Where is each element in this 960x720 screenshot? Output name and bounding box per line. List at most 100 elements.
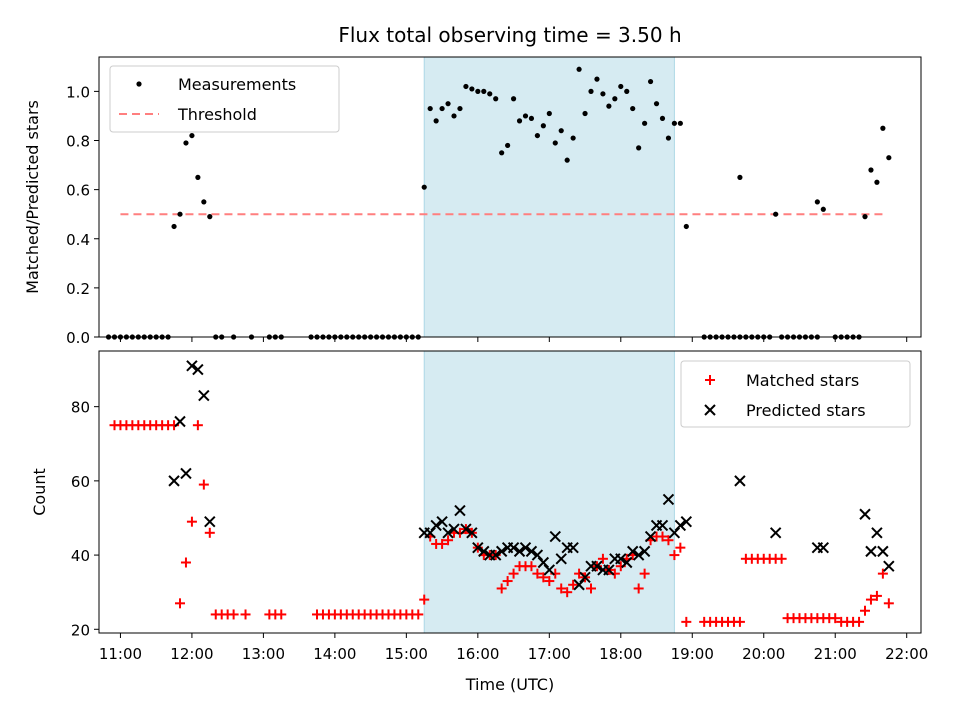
predicted-star-point xyxy=(555,553,567,565)
matched-star-point xyxy=(502,576,513,587)
matched-star-point xyxy=(633,583,644,594)
legend-measurement-marker xyxy=(136,81,142,87)
measurement-point xyxy=(171,223,177,230)
matched-star-point xyxy=(175,598,186,609)
predicted-star-point xyxy=(436,515,448,528)
measurement-point xyxy=(552,140,558,146)
measurement-point xyxy=(510,96,517,102)
bottom-y-ticks: 20 40 60 80 xyxy=(71,399,99,639)
x-tick-label: 16:00 xyxy=(456,645,499,663)
measurement-point xyxy=(201,199,207,205)
bottom-shaded-span xyxy=(423,350,675,634)
matched-star-point xyxy=(538,572,549,583)
measurement-point xyxy=(433,118,439,124)
measurement-point xyxy=(177,211,183,217)
measurement-point xyxy=(647,78,654,85)
chart-title: Flux total observing time = 3.50 h xyxy=(338,23,681,47)
predicted-star-point xyxy=(430,519,442,532)
predicted-star-point xyxy=(859,508,871,520)
top-y-tick-label: 1.0 xyxy=(66,83,90,101)
measurement-point xyxy=(421,184,427,190)
measurement-point xyxy=(773,211,779,217)
measurement-point xyxy=(862,214,868,220)
measurement-point xyxy=(582,110,588,117)
measurement-point xyxy=(814,199,820,205)
matched-star-point xyxy=(877,568,888,579)
matched-star-point xyxy=(544,576,555,587)
x-tick-label: 11:00 xyxy=(99,645,142,663)
measurement-point xyxy=(677,120,683,126)
bottom-y-tick-label: 80 xyxy=(71,399,90,417)
measurement-point xyxy=(439,105,445,112)
x-axis-label: Time (UTC) xyxy=(465,675,554,694)
matched-star-point xyxy=(180,557,191,568)
measurement-point xyxy=(880,125,886,131)
measurement-point xyxy=(183,140,189,146)
matched-star-point xyxy=(526,561,537,572)
x-tick-label: 14:00 xyxy=(313,645,356,663)
matched-star-point xyxy=(532,568,543,579)
measurement-point xyxy=(570,135,576,141)
predicted-star-point xyxy=(495,545,508,558)
matched-star-point xyxy=(568,579,579,590)
predicted-star-point xyxy=(204,515,216,528)
bottom-y-tick-label: 20 xyxy=(71,621,90,639)
x-tick-label: 18:00 xyxy=(599,645,642,663)
predicted-star-point xyxy=(168,475,180,487)
predicted-star-point xyxy=(680,515,693,528)
predicted-star-point xyxy=(448,523,460,535)
measurement-point xyxy=(457,105,463,112)
measurement-point xyxy=(886,155,892,161)
matched-star-point xyxy=(657,531,668,542)
predicted-star-point xyxy=(192,363,204,376)
top-y-tick-label: 0.4 xyxy=(66,231,90,249)
matched-star-point xyxy=(586,583,597,594)
measurement-point xyxy=(487,91,493,97)
matched-star-point xyxy=(556,583,567,594)
predicted-star-point xyxy=(180,467,192,480)
predicted-star-point xyxy=(525,545,538,558)
bottom-x-ticks: 11:00 12:00 13:00 14:00 15:00 16:00 17:00 18:00… xyxy=(99,633,928,663)
measurement-point xyxy=(427,105,433,112)
measurement-point xyxy=(207,214,213,220)
matched-star-point xyxy=(883,598,894,609)
predicted-star-point xyxy=(877,545,889,558)
predicted-star-point xyxy=(579,571,591,584)
measurement-point xyxy=(576,66,582,72)
predicted-star-point xyxy=(573,579,585,591)
measurement-point xyxy=(665,135,672,141)
matched-star-point xyxy=(663,535,674,546)
measurement-point xyxy=(737,174,743,180)
legend-measurements-label: Measurements xyxy=(178,75,296,94)
x-tick-label: 22:00 xyxy=(885,645,928,663)
measurement-point xyxy=(451,113,457,119)
bottom-y-tick-label: 40 xyxy=(71,547,90,565)
predicted-stars-points xyxy=(168,360,895,591)
measurement-point xyxy=(671,120,678,126)
predicted-star-point xyxy=(615,553,627,565)
measurement-point xyxy=(820,206,826,212)
matched-star-point xyxy=(681,616,692,627)
measurement-point xyxy=(600,91,606,97)
matched-star-point xyxy=(437,538,448,549)
measurement-point xyxy=(642,120,648,126)
measurement-point xyxy=(516,118,523,124)
matched-star-point xyxy=(562,587,573,598)
legend-predicted-marker xyxy=(704,404,716,416)
predicted-star-point xyxy=(531,549,544,561)
top-y-tick-label: 0.8 xyxy=(66,133,90,151)
predicted-star-point xyxy=(466,527,478,539)
measurement-point xyxy=(505,142,511,149)
matched-star-point xyxy=(276,609,287,620)
matched-star-point xyxy=(198,479,209,490)
top-shaded-span xyxy=(423,56,675,338)
bottom-legend: Matched stars Predicted stars xyxy=(680,360,911,428)
matched-star-point xyxy=(443,535,454,546)
top-y-tick-label: 0.6 xyxy=(66,182,90,200)
matched-star-point xyxy=(419,594,430,605)
predicted-star-point xyxy=(186,360,198,372)
matched-star-point xyxy=(860,605,871,616)
measurement-point xyxy=(606,103,612,109)
predicted-star-point xyxy=(674,519,687,532)
